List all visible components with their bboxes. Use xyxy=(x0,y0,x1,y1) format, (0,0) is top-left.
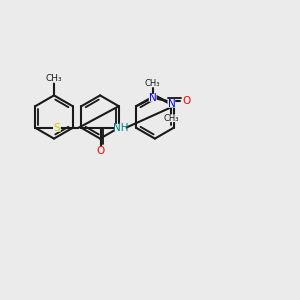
Text: N: N xyxy=(149,93,157,103)
Text: CH₃: CH₃ xyxy=(46,74,62,83)
Text: S: S xyxy=(54,123,60,133)
Text: NH: NH xyxy=(112,123,128,133)
FancyBboxPatch shape xyxy=(167,114,176,122)
FancyBboxPatch shape xyxy=(115,124,126,132)
FancyBboxPatch shape xyxy=(49,75,59,83)
Text: CH₃: CH₃ xyxy=(145,79,161,88)
Text: O: O xyxy=(97,146,105,156)
FancyBboxPatch shape xyxy=(53,124,61,132)
Text: N: N xyxy=(167,99,175,109)
Text: CH₃: CH₃ xyxy=(164,114,179,123)
FancyBboxPatch shape xyxy=(183,97,190,104)
FancyBboxPatch shape xyxy=(167,100,175,108)
Text: O: O xyxy=(182,96,190,106)
FancyBboxPatch shape xyxy=(149,94,157,102)
FancyBboxPatch shape xyxy=(148,80,157,87)
FancyBboxPatch shape xyxy=(97,146,104,153)
